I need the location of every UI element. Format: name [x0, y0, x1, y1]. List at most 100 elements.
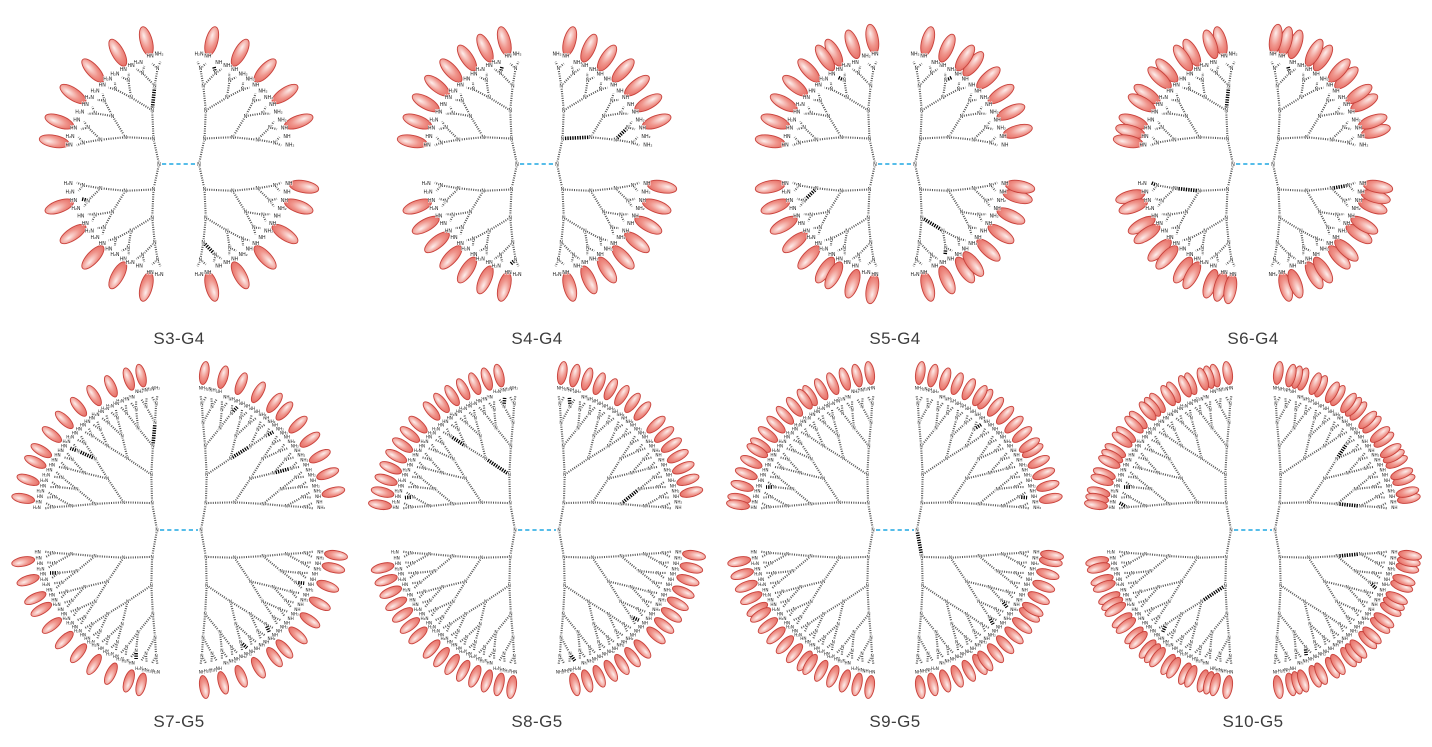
- svg-text:HN: HN: [409, 597, 415, 602]
- svg-text:N: N: [239, 415, 242, 421]
- svg-text:HN: HN: [394, 555, 400, 560]
- svg-text:NH: NH: [1359, 181, 1367, 187]
- svg-text:NH: NH: [1355, 198, 1363, 204]
- svg-text:N: N: [508, 583, 511, 589]
- svg-text:N: N: [83, 441, 86, 447]
- svg-text:N: N: [1180, 444, 1183, 450]
- svg-text:N: N: [965, 476, 968, 482]
- svg-text:H₂N: H₂N: [92, 412, 100, 417]
- svg-text:N: N: [823, 421, 826, 427]
- svg-text:N: N: [129, 228, 133, 234]
- svg-text:H₂N: H₂N: [772, 448, 780, 453]
- svg-text:N: N: [607, 611, 610, 617]
- svg-text:N: N: [203, 187, 207, 193]
- svg-text:N: N: [1225, 444, 1228, 450]
- svg-text:N: N: [1167, 554, 1170, 560]
- svg-text:N: N: [1227, 420, 1230, 426]
- svg-text:HN: HN: [51, 458, 57, 463]
- svg-text:NH: NH: [1328, 646, 1334, 651]
- svg-text:H₂N: H₂N: [772, 607, 780, 612]
- svg-text:NH: NH: [1391, 550, 1397, 555]
- svg-text:N: N: [205, 472, 208, 478]
- svg-text:N: N: [852, 426, 855, 432]
- svg-text:N: N: [508, 501, 511, 507]
- svg-text:NH: NH: [675, 550, 681, 555]
- svg-text:NH: NH: [965, 406, 971, 411]
- svg-text:N: N: [971, 137, 975, 143]
- svg-text:N: N: [231, 189, 235, 195]
- svg-text:NH₂: NH₂: [652, 607, 660, 612]
- svg-text:HN: HN: [815, 82, 823, 88]
- svg-text:HN: HN: [129, 660, 135, 665]
- svg-text:HN: HN: [756, 483, 762, 488]
- svg-text:NH: NH: [632, 110, 640, 116]
- svg-text:N: N: [867, 612, 870, 618]
- svg-text:N: N: [99, 186, 103, 192]
- svg-text:HN: HN: [1116, 577, 1122, 582]
- svg-text:N: N: [559, 635, 562, 641]
- svg-text:NH: NH: [999, 190, 1007, 196]
- dendrimer-panel-s9-g5: N N N N N NH₂ NH N NH NH N N NH₂ NH N NH₂ NH N N N NH₂ NH N NH N…: [716, 349, 1074, 732]
- svg-text:H₂N: H₂N: [209, 667, 217, 672]
- svg-text:NH: NH: [1032, 500, 1038, 505]
- svg-text:N: N: [1271, 162, 1275, 168]
- svg-text:N: N: [1151, 449, 1154, 455]
- svg-text:N: N: [233, 555, 236, 561]
- svg-text:NH₂: NH₂: [274, 110, 283, 116]
- svg-text:N: N: [572, 71, 576, 77]
- svg-text:HN: HN: [450, 235, 458, 241]
- svg-text:N: N: [469, 210, 473, 216]
- svg-text:N: N: [94, 599, 97, 605]
- svg-text:N: N: [152, 136, 156, 142]
- svg-text:N: N: [120, 433, 123, 439]
- svg-text:NH: NH: [1016, 458, 1022, 463]
- svg-text:N: N: [977, 212, 981, 218]
- svg-text:HN: HN: [789, 206, 797, 212]
- svg-text:N: N: [619, 212, 623, 218]
- svg-text:N: N: [1347, 140, 1351, 146]
- svg-text:H₂N: H₂N: [64, 181, 74, 187]
- svg-text:NH: NH: [1313, 654, 1319, 659]
- svg-text:H₂N: H₂N: [42, 473, 50, 478]
- svg-text:HN: HN: [1210, 666, 1216, 671]
- svg-text:N: N: [915, 66, 919, 72]
- svg-text:N: N: [777, 580, 780, 586]
- svg-text:N: N: [995, 487, 998, 493]
- svg-text:NH: NH: [661, 463, 667, 468]
- svg-text:N: N: [125, 411, 128, 417]
- svg-text:NH: NH: [970, 409, 976, 414]
- svg-text:H₂N: H₂N: [40, 577, 48, 582]
- svg-text:N: N: [807, 434, 810, 440]
- svg-text:N: N: [1347, 183, 1351, 189]
- svg-text:N: N: [1019, 505, 1022, 511]
- dendrimer-panel-s8-g5: N N N N N NH NH₂ N NH NH₂ N N NH NH₂ N NH NH₂ N N N NH NH N NH N…: [358, 349, 716, 732]
- svg-text:H₂N: H₂N: [459, 649, 467, 654]
- svg-text:N: N: [587, 599, 590, 605]
- svg-text:H₂N: H₂N: [106, 652, 114, 657]
- svg-text:N: N: [214, 71, 218, 77]
- svg-text:N: N: [815, 186, 819, 192]
- svg-text:N: N: [201, 240, 205, 246]
- svg-text:N: N: [1188, 236, 1192, 242]
- svg-text:NH: NH: [920, 270, 928, 276]
- svg-text:NH₂: NH₂: [1388, 489, 1396, 494]
- svg-text:HN: HN: [1194, 256, 1202, 262]
- svg-text:N: N: [249, 444, 252, 450]
- svg-text:NH: NH: [1386, 572, 1392, 577]
- svg-text:N: N: [419, 580, 422, 586]
- svg-text:H₂N: H₂N: [391, 550, 399, 555]
- svg-text:NH: NH: [994, 117, 1002, 123]
- svg-text:N: N: [866, 215, 870, 221]
- svg-text:N: N: [144, 651, 147, 657]
- svg-text:N: N: [563, 472, 566, 478]
- svg-text:N: N: [1229, 528, 1232, 534]
- svg-text:NH₂: NH₂: [931, 389, 939, 394]
- svg-text:N: N: [429, 457, 432, 463]
- svg-text:HN: HN: [58, 448, 64, 453]
- svg-text:HN: HN: [781, 142, 789, 148]
- svg-text:N: N: [589, 135, 593, 141]
- svg-text:N: N: [204, 501, 207, 507]
- svg-text:NH₂: NH₂: [1278, 386, 1286, 391]
- svg-text:H₂N: H₂N: [851, 666, 859, 671]
- svg-text:N: N: [472, 87, 476, 93]
